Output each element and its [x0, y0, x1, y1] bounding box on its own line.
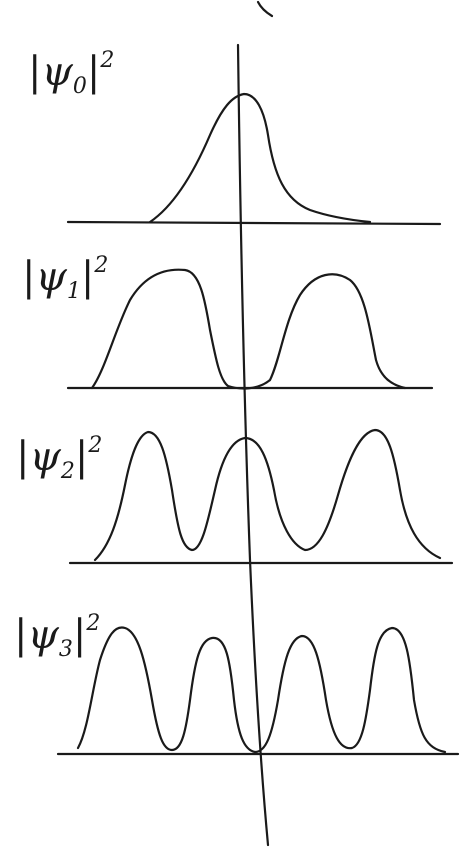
panel-psi-3: |ψ3|2	[14, 611, 460, 756]
stray-mark	[256, 0, 274, 18]
curve-psi-3	[76, 626, 447, 754]
curve-psi-0	[148, 92, 372, 224]
panel-psi-0: |ψ0|2	[28, 48, 442, 226]
baseline-psi-0	[66, 220, 442, 226]
label-psi-2: |ψ2|2	[16, 433, 102, 484]
curve-psi-2	[93, 428, 442, 562]
label-psi-1: |ψ1|2	[22, 253, 108, 304]
curve-psi-1	[90, 268, 407, 390]
label-psi-3: |ψ3|2	[14, 611, 100, 662]
vertical-axis	[236, 43, 270, 847]
label-psi-0: |ψ0|2	[28, 48, 114, 99]
panel-psi-1: |ψ1|2	[22, 253, 434, 390]
panel-psi-2: |ψ2|2	[16, 428, 454, 565]
